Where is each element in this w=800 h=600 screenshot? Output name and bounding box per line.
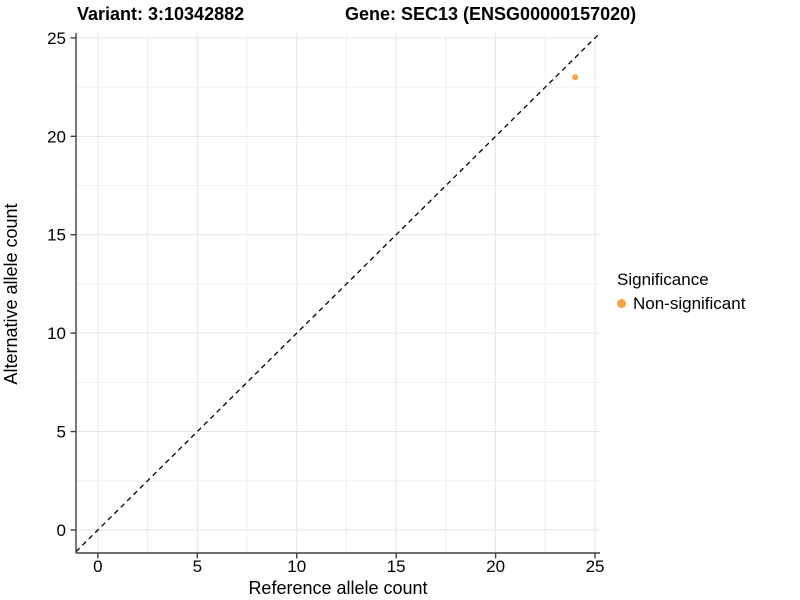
y-axis-tick-label: 25	[47, 29, 66, 48]
x-axis-tick-label: 15	[387, 557, 406, 576]
legend: Significance Non-significant	[617, 269, 745, 314]
legend-point-icon	[617, 299, 626, 308]
y-axis-title: Alternative allele count	[1, 203, 21, 385]
x-axis-tick-label: 5	[193, 557, 202, 576]
y-axis-tick-label: 0	[57, 521, 66, 540]
y-axis-tick-label: 10	[47, 324, 66, 343]
y-axis-tick-label: 15	[47, 226, 66, 245]
data-point	[572, 74, 579, 81]
legend-item-label: Non-significant	[633, 294, 746, 313]
plot-title-gene: Gene: SEC13 (ENSG00000157020)	[345, 4, 637, 24]
x-axis-tick-label: 0	[93, 557, 102, 576]
legend-title: Significance	[617, 270, 709, 289]
x-axis-tick-label: 25	[586, 557, 605, 576]
y-axis-tick-label: 20	[47, 127, 66, 146]
plot-title-variant: Variant: 3:10342882	[77, 4, 245, 24]
legend-item-non-significant: Non-significant	[617, 293, 745, 314]
y-axis-tick-label: 5	[57, 423, 66, 442]
identity-dashed-line	[75, 32, 601, 553]
x-axis-title: Reference allele count	[248, 578, 428, 598]
x-axis-tick-label: 20	[486, 557, 505, 576]
x-axis-tick-label: 10	[287, 557, 306, 576]
